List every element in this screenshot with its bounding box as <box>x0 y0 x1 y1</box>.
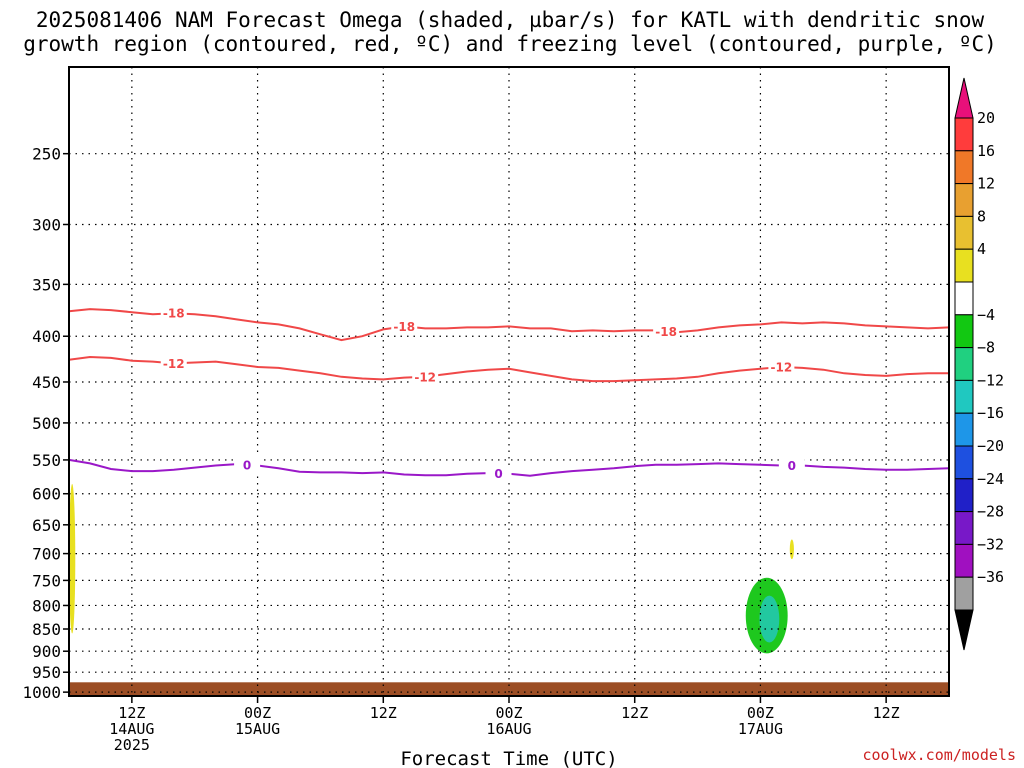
x-tick-label-18-0: 00Z <box>244 704 271 722</box>
x-tick-label-66-0: 00Z <box>747 704 774 722</box>
colorbar-box-12 <box>954 511 974 545</box>
x-tick-label-6-2: 2025 <box>114 736 150 754</box>
contour-label-bg-0-1 <box>485 465 512 482</box>
omega-shaded-region-3 <box>759 595 780 643</box>
omega-shading <box>69 483 794 654</box>
x-tick-label-54-0: 12Z <box>621 704 648 722</box>
contour-line--12 <box>68 355 949 383</box>
colorbar-box-3 <box>954 215 974 250</box>
contour-label-bg--12-2 <box>768 359 795 376</box>
x-tick-label-66-1: 17AUG <box>738 720 783 738</box>
colorbar-label-11: −28 <box>977 503 1004 521</box>
contour-label-0-0: 0 <box>243 458 251 472</box>
y-tick-label-950: 950 <box>32 663 61 682</box>
credit-text: coolwx.com/models <box>862 746 1016 764</box>
ground-fill <box>69 682 949 696</box>
colorbar-box-6 <box>954 314 974 349</box>
colorbar-label-4: 4 <box>977 240 986 258</box>
y-tick-label-550: 550 <box>32 451 61 470</box>
grid-lines <box>69 67 949 696</box>
x-tick-label-6-1: 14AUG <box>109 720 154 738</box>
contour-line--18 <box>68 308 950 342</box>
y-tick-label-800: 800 <box>32 596 61 615</box>
colorbar-label-13: −36 <box>977 568 1004 586</box>
colorbar-box-2 <box>954 183 974 217</box>
colorbar-label-3: 8 <box>977 207 986 225</box>
x-tick-label-42-0: 00Z <box>495 704 522 722</box>
y-tick-label-700: 700 <box>32 545 61 564</box>
x-tick-label-18-1: 15AUG <box>235 720 280 738</box>
y-tick-label-500: 500 <box>32 414 61 433</box>
colorbar-box-0 <box>954 117 974 152</box>
y-tick-label-250: 250 <box>32 145 61 164</box>
omega-shaded-region-0 <box>69 483 76 634</box>
y-tick-label-400: 400 <box>32 327 61 346</box>
colorbar-box-13 <box>954 543 974 578</box>
colorbar-label-8: −16 <box>977 404 1004 422</box>
colorbar-box-5 <box>954 281 974 316</box>
colorbar-label-12: −32 <box>977 535 1004 553</box>
contour-label-0-2: 0 <box>788 459 796 473</box>
colorbar-box-10 <box>954 445 974 480</box>
y-tick-label-850: 850 <box>32 620 61 639</box>
y-tick-label-600: 600 <box>32 485 61 504</box>
x-tick-label-78-0: 12Z <box>873 704 900 722</box>
colorbar-box-4 <box>954 248 974 283</box>
y-tick-label-1000: 1000 <box>22 683 61 702</box>
colorbar-label-1: 16 <box>977 142 995 160</box>
colorbar-label-2: 12 <box>977 175 995 193</box>
contour-label-bg-0-0 <box>234 456 261 473</box>
contour-label--18-2: -18 <box>655 325 677 339</box>
colorbar-box-1 <box>954 150 974 185</box>
colorbar-box-14 <box>954 576 974 611</box>
y-axis: 250 300 350 400 450 500 550 600 650 700 750 800 850 9… <box>22 145 69 702</box>
colorbar-box-9 <box>954 412 974 447</box>
colorbar-box-7 <box>954 347 974 381</box>
colorbar-under-triangle <box>954 609 974 651</box>
colorbar-box-11 <box>954 478 974 513</box>
contour-label-0-1: 0 <box>494 467 502 481</box>
omega-shaded-region-1 <box>789 539 794 560</box>
plot-area: -18 -18 -18 -12 -12 -12 0 0 0 <box>68 66 950 697</box>
contour-label--18-0: -18 <box>163 307 185 321</box>
colorbar-label-10: −24 <box>977 470 1004 488</box>
x-tick-label-6-0: 12Z <box>118 704 145 722</box>
contour-label--18-1: -18 <box>393 320 415 334</box>
contour-label-bg--12-1 <box>412 368 439 385</box>
y-tick-label-450: 450 <box>32 373 61 392</box>
contour-label-bg--18-0 <box>160 305 187 322</box>
contour-label--12-2: -12 <box>771 361 793 375</box>
contour-label-bg--12-0 <box>160 355 187 372</box>
x-tick-label-42-1: 16AUG <box>486 720 531 738</box>
y-tick-label-650: 650 <box>32 516 61 535</box>
x-axis-label: Forecast Time (UTC) <box>400 748 617 768</box>
contour-label-bg-0-2 <box>778 457 805 474</box>
contour-label--12-0: -12 <box>163 357 185 371</box>
below-ground-region <box>69 682 949 696</box>
contour-lines: -18 -18 -18 -12 -12 -12 0 0 0 <box>68 305 950 482</box>
colorbar-label-0: 20 <box>977 109 995 127</box>
y-tick-label-300: 300 <box>32 215 61 234</box>
colorbar: 20 16 12 8 4 −4 −8 −12 −16 −20 −24 −28 −32 −36 <box>954 77 1004 651</box>
contour-label--12-1: -12 <box>414 370 436 384</box>
y-tick-label-350: 350 <box>32 275 61 294</box>
x-tick-label-30-0: 12Z <box>370 704 397 722</box>
colorbar-label-6: −8 <box>977 339 995 357</box>
colorbar-box-8 <box>954 379 974 414</box>
chart-title-line1: 2025081406 NAM Forecast Omega (shaded, µ… <box>36 8 985 32</box>
colorbar-over-triangle <box>954 77 974 119</box>
contour-label-bg--18-2 <box>653 323 680 340</box>
chart-title-line2: growth region (contoured, red, ºC) and f… <box>23 32 997 56</box>
contour-label-bg--18-1 <box>391 318 418 335</box>
colorbar-label-7: −12 <box>977 371 1004 389</box>
colorbar-label-5: −4 <box>977 306 995 324</box>
y-tick-label-900: 900 <box>32 642 61 661</box>
colorbar-label-9: −20 <box>977 437 1004 455</box>
y-tick-label-750: 750 <box>32 571 61 590</box>
